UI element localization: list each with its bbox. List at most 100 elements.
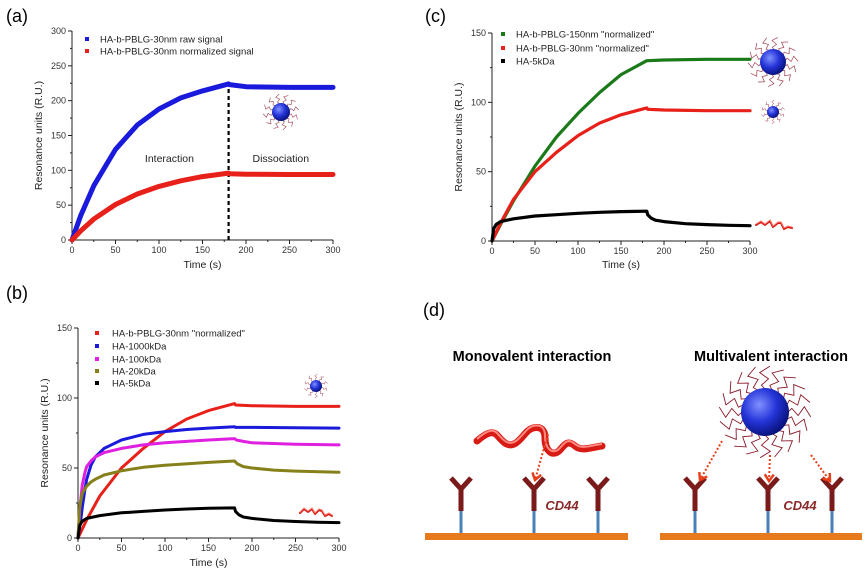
arrow-head [698, 471, 708, 482]
x-tick-label: 50 [530, 246, 540, 256]
x-tick-label: 300 [325, 245, 340, 255]
panel-label-d: (d) [423, 300, 445, 320]
x-tick-label: 200 [656, 246, 671, 256]
binding-arrow-icon [531, 433, 549, 483]
y-axis-label: Resonance units (R.U.) [453, 82, 465, 191]
legend-label: HA-5kDa [112, 379, 151, 390]
receptor-arms [820, 476, 844, 493]
cd44-receptor-icon [522, 476, 546, 533]
legend-label: HA-b-PBLG-30nm normalized signal [100, 47, 254, 58]
x-tick-label: 300 [331, 543, 346, 553]
series-line [76, 402, 341, 540]
legend-marker [85, 37, 89, 41]
multivalent-nanoparticle-icon [718, 365, 812, 459]
x-tick-label: 250 [699, 246, 714, 256]
polymer-highlight [299, 507, 333, 516]
arrow-head [531, 472, 542, 483]
y-tick-label: 150 [51, 131, 66, 141]
nanoparticle-icon [747, 37, 799, 87]
x-tick-label: 50 [116, 543, 126, 553]
legend-label: HA-b-PBLG-150nm "normalized" [516, 30, 654, 41]
nanoparticle-icon [304, 373, 328, 399]
cd44-receptor-icon [449, 476, 473, 533]
arrow-shaft [768, 454, 771, 482]
binding-arrow-icon [763, 454, 775, 484]
particle-core [310, 380, 322, 392]
x-tick-label: 100 [570, 246, 585, 256]
legend-marker [85, 49, 89, 53]
y-tick-label: 50 [62, 463, 72, 473]
y-tick-label: 0 [481, 236, 486, 246]
y-tick-label: 100 [57, 393, 72, 403]
arrow-shaft [699, 440, 723, 481]
legend-label: HA-5kDa [516, 57, 555, 68]
legend-marker [95, 369, 99, 373]
polymer-highlight [755, 219, 793, 229]
y-axis-label: Resonance units (R.U.) [39, 378, 51, 487]
series-line [76, 506, 341, 540]
polymer-chain-icon [755, 219, 793, 230]
panel-label-a: (a) [6, 6, 28, 26]
binding-arrow-icon [810, 454, 832, 483]
y-axis-label: Resonance units (R.U.) [33, 81, 45, 190]
cd44-receptor-icon [683, 476, 707, 533]
arrow-head [763, 473, 775, 484]
x-tick-label: 150 [201, 543, 216, 553]
receptor-arms [449, 476, 473, 493]
legend-label: HA-b-PBLG-30nm "normalized" [112, 329, 245, 340]
y-tick-label: 300 [51, 26, 66, 36]
particle-core [272, 103, 290, 121]
legend-marker [501, 59, 505, 63]
legend-marker [95, 357, 99, 361]
receptor-arms [756, 476, 780, 493]
polymer-tube [473, 424, 606, 457]
polymer-tube [755, 220, 793, 230]
cd44-receptor-icon [586, 476, 610, 533]
particle-core [760, 49, 786, 75]
x-tick-label: 0 [75, 543, 80, 553]
monovalent-title: Monovalent interaction [453, 349, 612, 365]
x-tick-label: 150 [195, 245, 210, 255]
cd44-label-left: CD44 [545, 498, 579, 513]
series-line [76, 459, 341, 540]
x-tick-label: 300 [742, 246, 757, 256]
binding-arrow-icon [698, 440, 723, 482]
receptor-arms [586, 476, 610, 493]
arrow-head [822, 472, 832, 483]
x-tick-label: 250 [282, 245, 297, 255]
receptor-arms [522, 476, 546, 493]
series-line [490, 106, 752, 243]
x-tick-label: 0 [69, 245, 74, 255]
series-line [490, 57, 752, 243]
x-tick-label: 100 [151, 245, 166, 255]
x-tick-label: 200 [244, 543, 259, 553]
y-tick-label: 0 [61, 235, 66, 245]
cell-surface [425, 533, 628, 540]
legend-marker [95, 331, 99, 335]
arrow-shaft [810, 454, 831, 482]
cd44-receptor-icon [756, 476, 780, 533]
legend-marker [501, 32, 505, 36]
cd44-receptor-icon [820, 476, 844, 533]
diagram-panel-d: Monovalent interaction Multivalent inter… [425, 349, 862, 540]
chart-b: 0 50 100 150 200 250 300 0 50 100 150 Time (s) Reson… [39, 323, 347, 569]
y-tick-label: 100 [51, 165, 66, 175]
x-tick-label: 0 [489, 246, 494, 256]
y-tick-label: 150 [471, 28, 486, 38]
y-tick-label: 0 [67, 533, 72, 543]
x-tick-label: 50 [110, 245, 120, 255]
x-tick-label: 150 [613, 246, 628, 256]
y-tick-label: 150 [57, 323, 72, 333]
particle-core [767, 106, 779, 118]
nanoparticle-icon [761, 99, 785, 125]
x-axis-label: Time (s) [183, 259, 221, 271]
legend-label: HA-100kDa [112, 355, 162, 366]
polymer-highlight [476, 424, 603, 453]
y-tick-label: 50 [56, 200, 66, 210]
y-tick-label: 100 [471, 97, 486, 107]
receptor-arms [683, 476, 707, 493]
x-tick-label: 100 [157, 543, 172, 553]
annotation-dissociation: Dissociation [252, 153, 309, 165]
